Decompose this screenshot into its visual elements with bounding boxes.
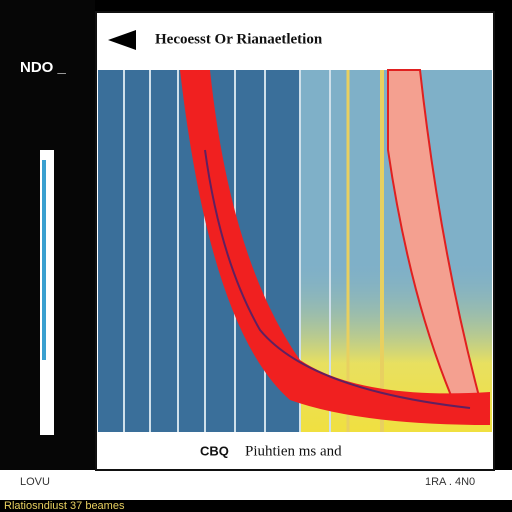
corner-label: 1RA . 4N0: [425, 476, 475, 488]
curve-line: [204, 149, 471, 409]
sidebar-label: NDO _: [20, 59, 67, 76]
status-text: Rlatiosndiust 37 beames: [4, 500, 125, 512]
marker-label: CBQ: [200, 443, 229, 458]
red-band: [180, 70, 490, 425]
footer-area: [0, 470, 512, 500]
back-button[interactable]: [108, 30, 136, 50]
panel-title: Hecoesst Or Rianaetletion: [155, 31, 323, 47]
sidebar-footer: LOVU: [20, 476, 50, 488]
caption: Piuhtien ms and: [245, 443, 342, 459]
status-bar: [0, 500, 512, 512]
slider-fill: [42, 160, 46, 360]
